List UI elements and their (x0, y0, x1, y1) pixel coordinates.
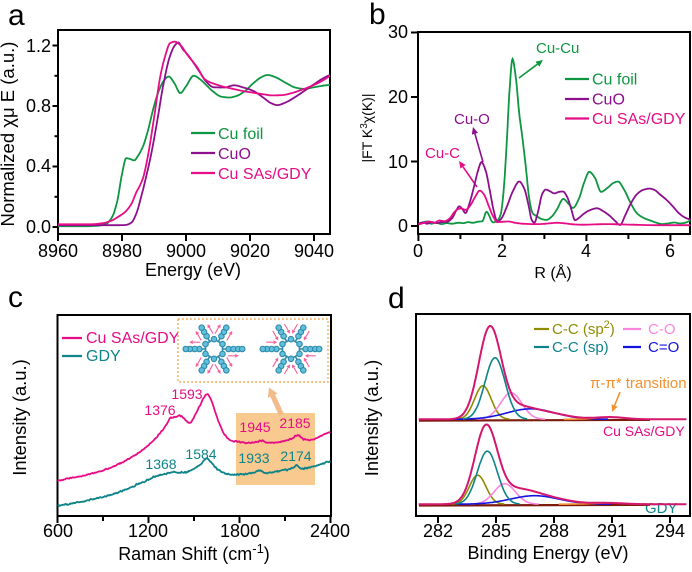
svg-text:d: d (388, 282, 405, 315)
svg-text:Cu foil: Cu foil (592, 72, 637, 89)
svg-text:Cu foil: Cu foil (218, 126, 263, 143)
svg-text:Intensity (a.u.): Intensity (a.u.) (9, 359, 30, 476)
svg-text:CuO: CuO (218, 146, 251, 163)
svg-text:Normalized χμ E (a.u.): Normalized χμ E (a.u.) (0, 42, 18, 227)
svg-text:4: 4 (581, 241, 591, 261)
svg-text:GDY: GDY (645, 500, 678, 517)
svg-text:288: 288 (539, 521, 569, 541)
svg-text:Cu-C: Cu-C (425, 145, 460, 162)
svg-text:R (Å): R (Å) (534, 263, 571, 282)
svg-text:600: 600 (43, 521, 73, 541)
svg-text:Cu SAs/GDY: Cu SAs/GDY (86, 330, 180, 347)
svg-text:1593: 1593 (171, 386, 202, 402)
svg-text:8980: 8980 (102, 241, 142, 261)
svg-text:2: 2 (497, 241, 507, 261)
svg-text:1376: 1376 (144, 402, 175, 418)
svg-text:C-C (sp2): C-C (sp2) (552, 319, 615, 338)
svg-text:2185: 2185 (279, 415, 310, 431)
svg-text:Raman Shift (cm-1): Raman Shift (cm-1) (118, 541, 270, 565)
svg-text:2400: 2400 (310, 521, 350, 541)
svg-text:a: a (8, 0, 25, 32)
svg-text:30: 30 (388, 22, 408, 42)
svg-text:0: 0 (398, 216, 408, 236)
svg-text:1200: 1200 (128, 521, 168, 541)
svg-text:1368: 1368 (145, 456, 176, 472)
svg-text:294: 294 (655, 521, 685, 541)
svg-text:b: b (369, 0, 386, 31)
svg-text:C-O: C-O (648, 321, 676, 338)
svg-text:9040: 9040 (294, 241, 334, 261)
svg-text:GDY: GDY (86, 348, 121, 365)
svg-text:9020: 9020 (230, 241, 270, 261)
svg-text:π-π* transition: π-π* transition (590, 375, 687, 392)
svg-text:291: 291 (597, 521, 627, 541)
svg-text:6: 6 (665, 241, 675, 261)
svg-text:0.4: 0.4 (26, 156, 51, 176)
svg-text:9000: 9000 (166, 241, 206, 261)
svg-text:10: 10 (388, 152, 408, 172)
svg-text:0.8: 0.8 (26, 96, 51, 116)
svg-text:Energy (eV): Energy (eV) (145, 260, 241, 280)
svg-text:285: 285 (481, 521, 511, 541)
svg-text:Cu SAs/GDY: Cu SAs/GDY (603, 423, 685, 439)
svg-text:c: c (8, 281, 23, 314)
svg-text:1584: 1584 (185, 446, 216, 462)
svg-text:|FT K3χ(K)|: |FT K3χ(K)| (359, 94, 376, 163)
svg-text:1800: 1800 (220, 521, 260, 541)
svg-text:Intensity (a.u.): Intensity (a.u.) (361, 360, 382, 477)
svg-text:8960: 8960 (38, 241, 78, 261)
svg-text:Cu SAs/GDY: Cu SAs/GDY (592, 111, 686, 128)
svg-text:CuO: CuO (592, 92, 625, 109)
svg-text:Cu-Cu: Cu-Cu (536, 40, 579, 57)
svg-text:1945: 1945 (239, 419, 270, 435)
svg-text:Cu SAs/GDY: Cu SAs/GDY (218, 166, 312, 183)
svg-text:0.0: 0.0 (26, 217, 51, 237)
svg-text:2174: 2174 (280, 448, 311, 464)
svg-text:C=O: C=O (648, 339, 679, 356)
svg-text:1.2: 1.2 (26, 36, 51, 56)
svg-text:Cu-O: Cu-O (454, 111, 490, 128)
svg-text:1933: 1933 (238, 450, 269, 466)
svg-text:C-C (sp): C-C (sp) (552, 339, 609, 356)
svg-text:20: 20 (388, 87, 408, 107)
svg-text:0: 0 (413, 241, 423, 261)
svg-text:282: 282 (423, 521, 453, 541)
svg-text:Binding Energy (eV): Binding Energy (eV) (467, 543, 628, 563)
